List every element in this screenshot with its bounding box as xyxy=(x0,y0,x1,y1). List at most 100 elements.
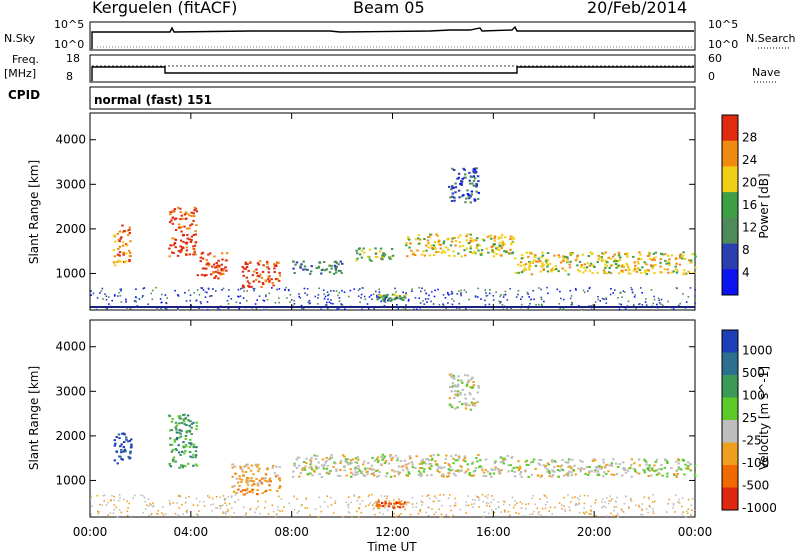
echo-cell xyxy=(180,230,183,233)
echo-cell xyxy=(174,238,178,241)
echo-cell xyxy=(189,241,193,243)
freq-panel xyxy=(89,54,696,83)
echo-cell xyxy=(446,237,449,240)
echo-cell xyxy=(474,404,477,407)
echo-cell xyxy=(185,431,188,434)
echo-cell xyxy=(374,255,378,258)
echo-cell xyxy=(260,481,263,483)
echo-cell xyxy=(622,461,625,464)
echo-cell xyxy=(222,504,224,506)
echo-cell xyxy=(134,494,136,497)
echo-cell xyxy=(544,503,547,506)
echo-cell xyxy=(539,498,541,500)
echo-cell xyxy=(500,511,502,513)
echo-cell xyxy=(265,480,268,483)
echo-cell xyxy=(449,466,452,469)
echo-cell xyxy=(223,498,226,500)
echo-cell xyxy=(427,514,430,517)
echo-cell xyxy=(338,308,341,311)
echo-cell xyxy=(260,276,264,279)
echo-cell xyxy=(459,393,462,396)
echo-cell xyxy=(583,494,586,497)
echo-cell xyxy=(442,242,445,245)
echo-cell xyxy=(520,298,522,300)
echo-cell xyxy=(396,470,399,473)
echo-cell xyxy=(645,298,647,300)
echo-cell xyxy=(538,463,542,466)
echo-cell xyxy=(249,508,252,510)
echo-cell xyxy=(293,272,296,274)
echo-cell xyxy=(451,187,454,190)
x-tick-label: 12:00 xyxy=(375,525,410,539)
echo-cell xyxy=(423,468,426,471)
echo-cell xyxy=(504,236,507,239)
echo-cell xyxy=(456,390,460,393)
echo-cell xyxy=(221,258,224,261)
echo-cell xyxy=(231,463,234,466)
echo-cell xyxy=(602,505,605,507)
freq-unit: [MHz] xyxy=(4,67,37,80)
echo-cell xyxy=(347,503,350,506)
echo-cell xyxy=(326,495,328,497)
echo-cell xyxy=(605,463,608,466)
echo-cell xyxy=(520,507,523,509)
echo-cell xyxy=(601,297,604,300)
echo-cell xyxy=(411,253,415,256)
echo-cell xyxy=(608,464,611,467)
echo-cell xyxy=(539,259,542,262)
echo-cell xyxy=(624,307,627,310)
echo-cell xyxy=(452,472,456,475)
echo-cell xyxy=(182,420,186,423)
echo-cell xyxy=(679,302,681,305)
echo-cell xyxy=(503,509,506,511)
echo-cell xyxy=(407,462,410,465)
echo-cell xyxy=(387,299,389,302)
echo-cell xyxy=(561,459,564,461)
echo-cell xyxy=(594,466,598,468)
echo-cell xyxy=(280,498,283,500)
echo-cell xyxy=(378,296,380,298)
echo-cell xyxy=(482,471,486,474)
echo-cell xyxy=(632,255,635,258)
echo-cell xyxy=(460,255,463,258)
echo-cell xyxy=(349,289,352,292)
echo-cell xyxy=(433,495,436,497)
echo-cell xyxy=(469,251,472,253)
echo-cell xyxy=(644,271,647,274)
echo-cell xyxy=(241,285,245,288)
echo-cell xyxy=(453,407,457,410)
echo-cell xyxy=(395,291,397,293)
echo-cell xyxy=(238,477,241,480)
echo-cell xyxy=(212,263,216,266)
echo-cell xyxy=(521,502,524,505)
echo-cell xyxy=(155,512,158,515)
echo-cell xyxy=(217,277,220,280)
echo-cell xyxy=(105,504,108,506)
echo-cell xyxy=(546,462,550,465)
echo-cell xyxy=(663,268,666,271)
echo-cell xyxy=(251,488,254,491)
echo-cell xyxy=(463,289,466,291)
echo-cell xyxy=(325,268,328,271)
echo-cell xyxy=(588,466,591,468)
echo-cell xyxy=(436,468,439,471)
echo-cell xyxy=(377,474,381,477)
echo-cell xyxy=(528,260,531,263)
echo-cell xyxy=(188,253,191,256)
echo-cell xyxy=(330,264,333,267)
echo-cell xyxy=(374,252,377,255)
echo-cell xyxy=(454,504,457,507)
echo-cell xyxy=(177,308,179,311)
echo-cell xyxy=(164,307,167,310)
echo-cell xyxy=(244,261,247,264)
echo-cell xyxy=(457,455,461,458)
echo-cell xyxy=(672,308,675,310)
echo-cell xyxy=(99,292,101,294)
echo-cell xyxy=(378,294,381,297)
echo-cell xyxy=(239,302,241,304)
echo-region xyxy=(405,233,516,258)
nsky-tick-high: 10^5 xyxy=(54,18,85,31)
colorbar-segment xyxy=(722,166,738,193)
echo-cell xyxy=(428,236,432,239)
